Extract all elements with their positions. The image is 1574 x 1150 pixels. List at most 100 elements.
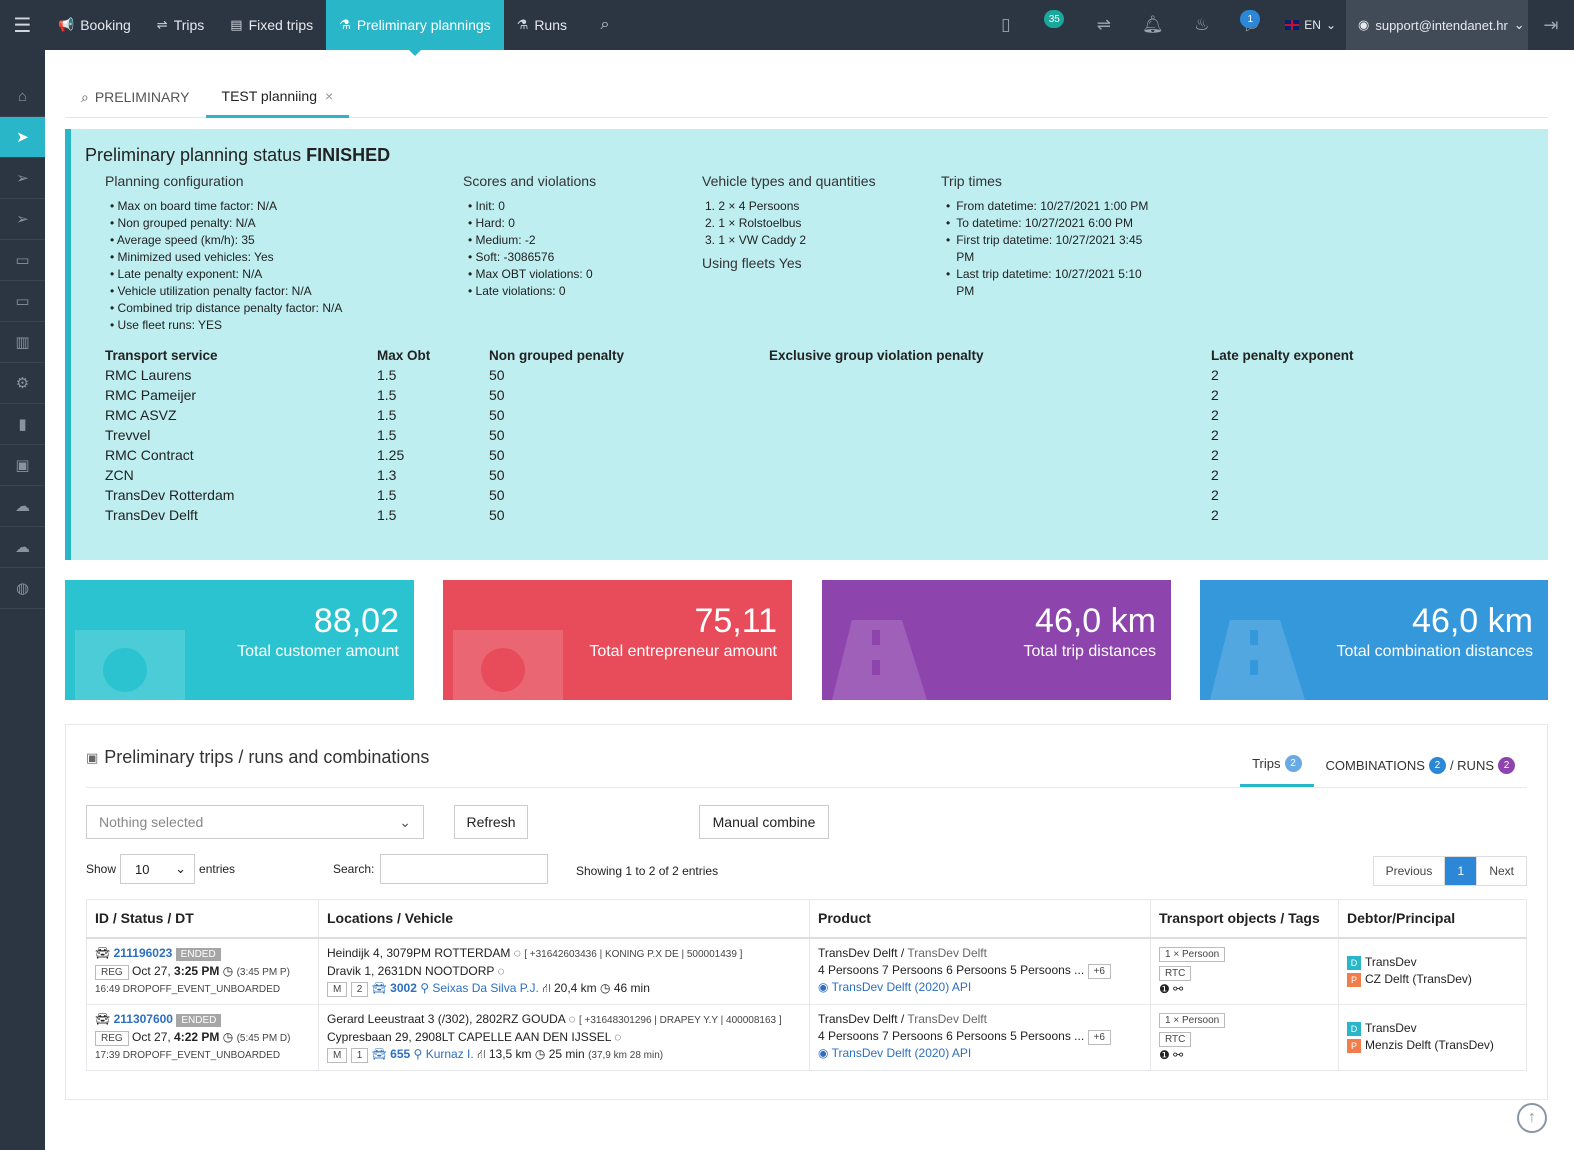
trip-id-link[interactable]: 211307600: [113, 1011, 173, 1026]
dashboard-icon[interactable]: ◔35: [1030, 0, 1079, 50]
map-icon[interactable]: ▥: [0, 322, 45, 363]
nav-trips[interactable]: ⇌ Trips: [144, 0, 218, 50]
trip-id-link[interactable]: 211196023: [113, 945, 173, 960]
service-cell: [769, 445, 1211, 465]
service-cell: RMC Laurens: [105, 367, 192, 383]
api-link[interactable]: TransDev Delft (2020) API: [831, 979, 972, 994]
column-header: Max Obt: [377, 347, 431, 363]
globe-icon[interactable]: ◍: [0, 568, 45, 609]
service-cell: [769, 385, 1211, 405]
column-header[interactable]: Transport objects / Tags: [1150, 899, 1339, 939]
count-tag: 1: [350, 1047, 369, 1063]
column-header: Late penalty exponent: [1211, 347, 1354, 363]
vehicles-heading: Vehicle types and quantities: [702, 173, 876, 189]
link-icon[interactable]: ⚯: [1173, 981, 1184, 996]
service-cell: 2: [1211, 427, 1219, 443]
trip-event: 17:39 DROPOFF_EVENT_UNBOARDED: [95, 1049, 281, 1061]
next-button[interactable]: Next: [1489, 864, 1514, 878]
comment-icon[interactable]: ◌: [513, 945, 521, 960]
driver-link[interactable]: Seixas Da Silva P.J.: [432, 980, 539, 995]
reg-tag: REG: [95, 1030, 129, 1046]
status-badge: ENDED: [175, 947, 221, 961]
pickup-location: Heindijk 4, 3079PM ROTTERDAM: [327, 945, 511, 960]
comment-icon[interactable]: ◌: [614, 1029, 622, 1044]
monitor-icon-2[interactable]: ▭: [0, 281, 45, 322]
card-value: 88,02: [313, 602, 399, 640]
trips-count-badge: 2: [1284, 755, 1302, 772]
divider: [86, 787, 1527, 788]
column-header[interactable]: Debtor/Principal: [1338, 899, 1527, 939]
gift-icon: ▣: [86, 749, 99, 765]
scroll-to-top-icon[interactable]: ↑: [1517, 1103, 1547, 1133]
home-icon[interactable]: ⌂: [0, 76, 45, 117]
count-tag: 2: [350, 981, 369, 997]
filter-select[interactable]: Nothing selected ⌄: [86, 805, 424, 839]
cloud-download-icon[interactable]: ☁: [0, 527, 45, 568]
table-row[interactable]: 🚘︎ 211196023 ENDED REG Oct 27, 3:25 PM ◷…: [86, 937, 1527, 1005]
table-row[interactable]: 🚘︎ 211307600 ENDED REG Oct 27, 4:22 PM ◷…: [86, 1003, 1527, 1071]
service-cell: 1.5: [377, 387, 397, 403]
tab-preliminary[interactable]: ⌕ PRELIMINARY: [65, 76, 206, 118]
chat-icon[interactable]: 💬︎1: [1226, 0, 1275, 50]
config-item: Minimized used vehicles: Yes: [110, 249, 445, 266]
logout-icon[interactable]: ⇥: [1543, 14, 1559, 35]
card-entrepreneur-amount: 75,11 Total entrepreneur amount: [443, 580, 792, 700]
user-menu[interactable]: ◉ support@intendanet.hr ⌄: [1346, 0, 1528, 50]
fire-icon[interactable]: ♨: [1194, 15, 1210, 34]
close-icon[interactable]: ×: [324, 87, 334, 104]
nav-runs[interactable]: ⚗ Runs: [504, 0, 580, 50]
trip-time-text: To datetime: 10/27/2021 6:00 PM: [956, 216, 1133, 230]
send-outline-icon[interactable]: ➢: [0, 158, 45, 199]
tab-trips[interactable]: Trips 2: [1240, 743, 1314, 787]
vehicle-link[interactable]: 655: [390, 1046, 411, 1061]
column-header[interactable]: ID / Status / DT: [86, 899, 319, 939]
previous-button[interactable]: Previous: [1374, 857, 1446, 885]
comment-icon[interactable]: ◌: [568, 1011, 576, 1026]
trip-duration: 46 min: [613, 980, 650, 995]
language-selector[interactable]: EN ⌄: [1275, 0, 1346, 50]
search-icon[interactable]: ⌕: [600, 16, 610, 33]
info-icon[interactable]: ❶: [1159, 1047, 1170, 1062]
road-icon: ⛙: [477, 1046, 486, 1061]
api-link[interactable]: TransDev Delft (2020) API: [831, 1045, 972, 1060]
link-icon[interactable]: ⚯: [1173, 1047, 1184, 1062]
column-header[interactable]: Locations / Vehicle: [318, 899, 810, 939]
info-icon[interactable]: ❶: [1159, 981, 1170, 996]
more-tag[interactable]: +6: [1087, 963, 1111, 979]
nav-booking[interactable]: 📢 Booking: [45, 0, 144, 50]
notebook-icon[interactable]: ▯: [1001, 15, 1011, 34]
tab-test-planning[interactable]: TEST planniing ×: [205, 76, 350, 118]
manual-combine-button[interactable]: Manual combine: [699, 805, 829, 839]
page-1-button[interactable]: 1: [1445, 857, 1478, 885]
comment-icon[interactable]: ◌: [497, 963, 505, 978]
hamburger-menu-icon[interactable]: ☰: [13, 14, 32, 37]
search-input[interactable]: [380, 854, 549, 884]
service-cell: 2: [1211, 507, 1219, 523]
tab-combinations-runs[interactable]: COMBINATIONS 2/ RUNS 2: [1314, 743, 1528, 787]
driver-link[interactable]: Kurnaz I.: [425, 1046, 474, 1061]
chat-badge: 1: [1240, 10, 1261, 28]
monitor-icon[interactable]: ▭: [0, 240, 45, 281]
cloud-upload-icon[interactable]: ☁: [0, 486, 45, 527]
vehicle-link[interactable]: 3002: [390, 980, 417, 995]
send-outline-icon-2[interactable]: ➢: [0, 199, 45, 240]
more-tag[interactable]: +6: [1087, 1029, 1111, 1045]
refresh-button[interactable]: Refresh: [454, 805, 528, 839]
briefcase-icon[interactable]: ▣: [0, 445, 45, 486]
nav-preliminary-plannings[interactable]: ⚗ Preliminary plannings: [326, 0, 504, 56]
bell-icon[interactable]: 🔔︎: [1141, 15, 1164, 34]
service-cell: 50: [489, 467, 505, 483]
transport-objects-cell: 1 × Persoon RTC ❶ ⚯: [1150, 937, 1339, 1005]
signpost-tool-icon[interactable]: ⇌: [1096, 15, 1111, 34]
config-item: Use fleet runs: YES: [110, 317, 445, 334]
send-icon[interactable]: ➤: [0, 117, 45, 158]
entries-select[interactable]: 10 ⌄: [120, 854, 196, 884]
gear-icon[interactable]: ⚙: [0, 363, 45, 404]
column-header[interactable]: Product: [809, 899, 1151, 939]
car-icon: 🚘︎: [371, 980, 387, 995]
product-line: 4 Persoons 7 Persoons 6 Persoons 5 Perso…: [818, 962, 1085, 977]
entries-value: 10: [135, 861, 150, 877]
pickup-contact: [ +31642603436 | KONING P.X DE | 5000014…: [524, 948, 743, 960]
nav-fixed-trips[interactable]: ▤ Fixed trips: [217, 0, 326, 50]
bar-chart-icon[interactable]: ▮: [0, 404, 45, 445]
